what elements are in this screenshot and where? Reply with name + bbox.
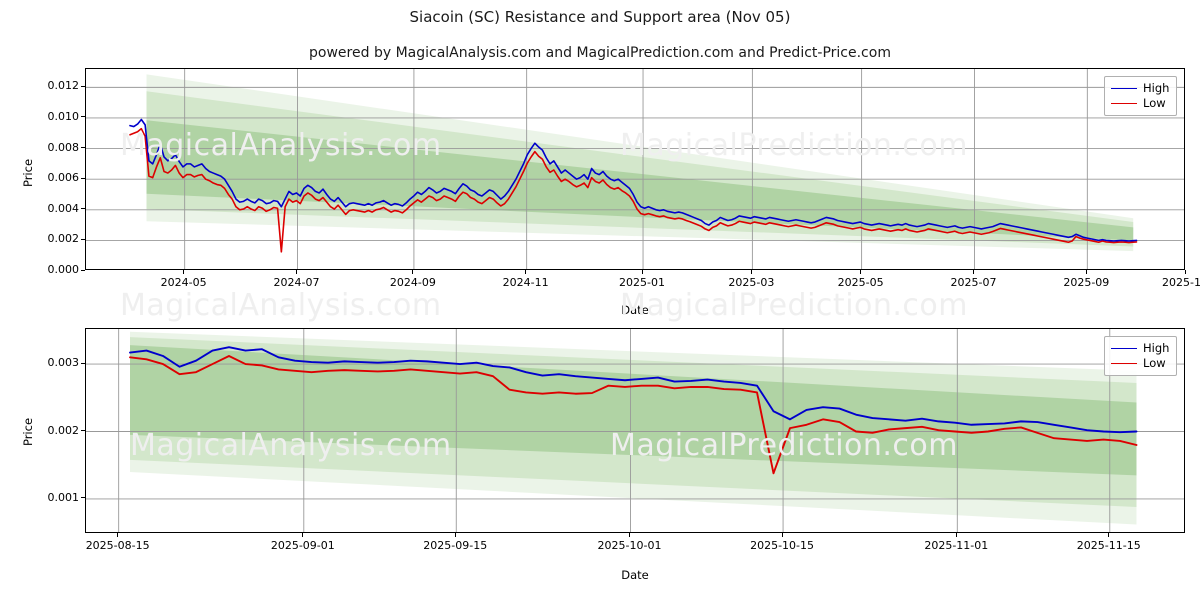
- axis-tick-mark: [972, 270, 974, 274]
- axis-tick-mark: [454, 533, 456, 537]
- axis-tick-mark: [81, 497, 85, 499]
- legend-label-high: High: [1143, 341, 1170, 355]
- top-x-axis-label: Date: [621, 303, 649, 317]
- top-plot-area: [85, 68, 1185, 270]
- bottom-y-tick-label: 0.002: [47, 423, 80, 437]
- axis-tick-mark: [412, 270, 414, 274]
- top-y-tick-label: 0.006: [47, 171, 80, 185]
- page-title: Siacoin (SC) Resistance and Support area…: [409, 8, 791, 26]
- bottom-legend[interactable]: High Low: [1104, 336, 1178, 376]
- bottom-y-tick-label: 0.003: [47, 356, 80, 370]
- bottom-x-tick-label: 2025-09-15: [423, 539, 488, 552]
- axis-tick-mark: [81, 85, 85, 87]
- top-y-tick-label: 0.012: [47, 79, 80, 93]
- axis-tick-mark: [781, 533, 783, 537]
- legend-swatch-high: [1111, 348, 1137, 349]
- band-inner: [130, 345, 1137, 476]
- legend-swatch-low: [1111, 103, 1137, 104]
- legend-entry-high: High: [1111, 81, 1169, 96]
- axis-tick-mark: [81, 147, 85, 149]
- top-x-tick-label: 2025-01: [619, 276, 666, 289]
- series-line-high: [129, 118, 1138, 242]
- top-x-tick-label: 2024-05: [160, 276, 207, 289]
- page-subtitle: powered by MagicalAnalysis.com and Magic…: [309, 45, 891, 61]
- axis-tick-mark: [81, 208, 85, 210]
- bottom-x-tick-label: 2025-10-01: [597, 539, 662, 552]
- axis-tick-mark: [81, 177, 85, 179]
- top-x-tick-label: 2025-07: [950, 276, 997, 289]
- axis-tick-mark: [1184, 270, 1186, 274]
- top-x-tick-label: 2025-09: [1063, 276, 1110, 289]
- top-chart-panel: Price Date High Low: [21, 68, 1185, 317]
- axis-tick-mark: [860, 270, 862, 274]
- top-legend[interactable]: High Low: [1104, 76, 1178, 116]
- series-line-low: [129, 127, 1138, 253]
- legend-label-low: Low: [1143, 356, 1166, 370]
- bottom-chart-panel: Price Date High Low: [0, 320, 1200, 600]
- legend-label-high: High: [1143, 81, 1170, 95]
- series-line-high: [129, 346, 1138, 434]
- axis-tick-mark: [1108, 533, 1110, 537]
- top-y-tick-label: 0.000: [47, 263, 80, 276]
- band-inner: [146, 120, 1134, 241]
- axis-tick-mark: [955, 533, 957, 537]
- bottom-x-tick-label: 2025-09-01: [270, 539, 335, 552]
- top-x-tick-label: 2024-11: [502, 276, 549, 289]
- axis-tick-mark: [81, 430, 85, 431]
- axis-tick-mark: [641, 270, 643, 274]
- legend-swatch-low: [1111, 363, 1137, 364]
- top-y-tick-label: 0.002: [47, 232, 80, 246]
- bottom-x-axis-label: Date: [621, 568, 649, 582]
- axis-tick-mark: [81, 116, 85, 118]
- top-y-tick-label: 0.004: [47, 201, 80, 215]
- bottom-y-tick-label: 0.001: [47, 490, 80, 504]
- bottom-plot-area: [85, 328, 1185, 533]
- legend-entry-low: Low: [1111, 356, 1169, 371]
- legend-label-low: Low: [1143, 96, 1166, 110]
- top-x-tick-label: 2024-07: [273, 276, 320, 289]
- bottom-x-tick-label: 2025-11-01: [924, 539, 989, 552]
- legend-entry-low: Low: [1111, 96, 1169, 111]
- axis-tick-mark: [525, 270, 527, 274]
- legend-swatch-high: [1111, 88, 1137, 89]
- axis-tick-mark: [183, 270, 185, 274]
- legend-entry-high: High: [1111, 341, 1169, 356]
- series-line-low: [129, 355, 1138, 475]
- axis-tick-mark: [117, 533, 119, 537]
- axis-tick-mark: [1085, 270, 1087, 274]
- axis-tick-mark: [750, 270, 752, 274]
- axis-tick-mark: [81, 238, 85, 240]
- axis-tick-mark: [629, 533, 630, 537]
- bottom-x-tick-label: 2025-08-15: [85, 539, 150, 552]
- bottom-x-tick-label: 2025-11-15: [1076, 539, 1141, 552]
- top-y-tick-label: 0.010: [47, 109, 80, 123]
- axis-tick-mark: [296, 270, 298, 274]
- top-y-tick-label: 0.008: [47, 140, 80, 154]
- bottom-x-tick-label: 2025-10-15: [750, 539, 815, 552]
- top-x-tick-label: 2025-03: [728, 276, 775, 289]
- top-x-tick-label: 2025-11: [1162, 276, 1200, 289]
- top-x-tick-label: 2024-09: [389, 276, 436, 289]
- top-x-tick-label: 2025-05: [837, 276, 884, 289]
- axis-tick-mark: [81, 362, 85, 364]
- axis-tick-mark: [81, 269, 85, 271]
- axis-tick-mark: [302, 533, 304, 537]
